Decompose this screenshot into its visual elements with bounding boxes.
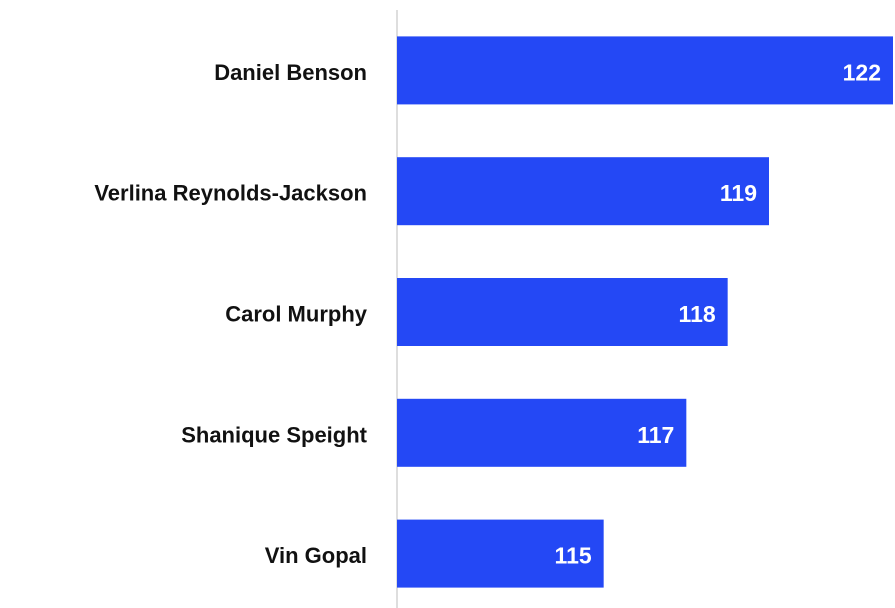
bar bbox=[397, 278, 728, 346]
value-label: 122 bbox=[843, 59, 881, 85]
category-label: Shanique Speight bbox=[181, 422, 367, 447]
bar bbox=[397, 36, 893, 105]
category-label: Daniel Benson bbox=[214, 60, 367, 85]
bar bbox=[397, 157, 769, 226]
value-label: 118 bbox=[679, 301, 716, 327]
bar bbox=[397, 398, 687, 467]
value-label: 115 bbox=[555, 543, 592, 569]
value-label: 117 bbox=[637, 422, 674, 448]
category-label: Verlina Reynolds-Jackson bbox=[94, 181, 367, 206]
category-label: Carol Murphy bbox=[225, 302, 368, 327]
value-label: 119 bbox=[720, 180, 757, 206]
category-label: Vin Gopal bbox=[265, 543, 367, 568]
bar bbox=[397, 519, 604, 588]
